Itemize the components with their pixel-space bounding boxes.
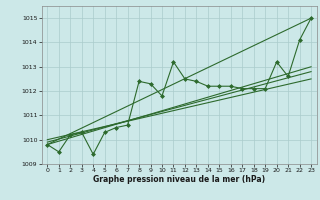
X-axis label: Graphe pression niveau de la mer (hPa): Graphe pression niveau de la mer (hPa) <box>93 175 265 184</box>
